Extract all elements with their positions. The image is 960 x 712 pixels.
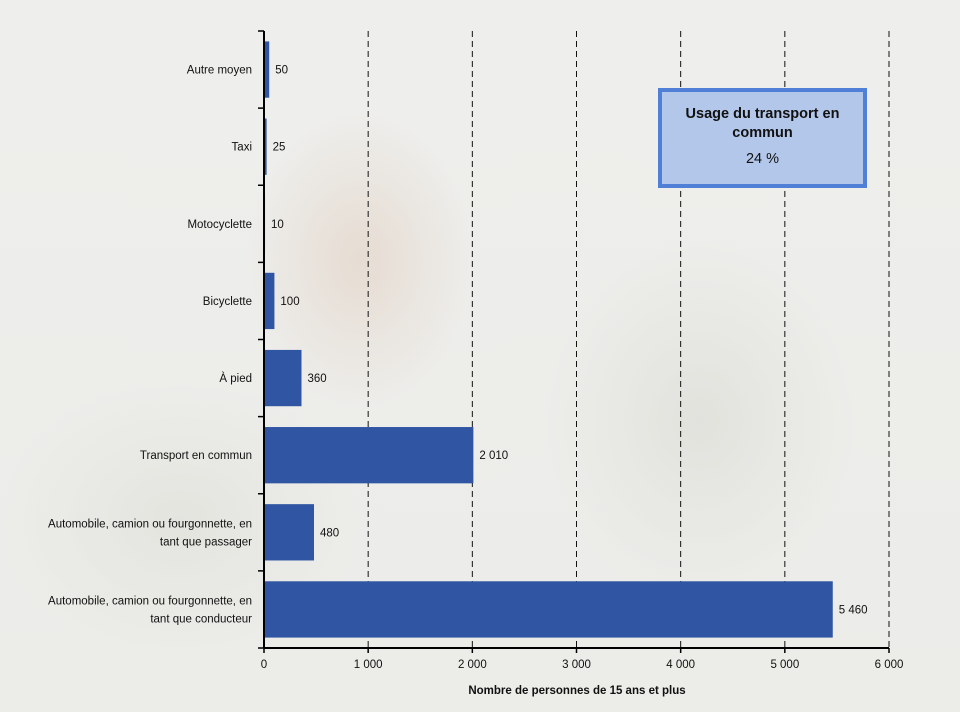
- x-tick-label-3000: 3 000: [562, 659, 591, 671]
- x-tick-label-0: 0: [261, 659, 267, 671]
- category-label-4: À pied: [219, 372, 252, 385]
- value-label-4: 360: [308, 373, 327, 385]
- transit-usage-callout: Usage du transport en commun 24 %: [658, 88, 867, 188]
- category-label-0: Autre moyen: [187, 65, 252, 77]
- value-label-2: 10: [271, 219, 284, 231]
- value-label-0: 50: [275, 65, 288, 77]
- category-label-1: Taxi: [232, 142, 252, 154]
- category-label-5: Transport en commun: [140, 450, 252, 462]
- value-label-1: 25: [273, 142, 286, 154]
- x-tick-label-1000: 1 000: [354, 659, 383, 671]
- value-label-7: 5 460: [839, 604, 868, 616]
- category-label-3: Bicyclette: [203, 296, 252, 308]
- category-label-6: Automobile, camion ou fourgonnette, en ta…: [48, 518, 252, 548]
- x-tick-label-5000: 5 000: [770, 659, 799, 671]
- labels: 50 Autre moyen 25 Taxi 10 Motocyclette 100 Bicy…: [48, 65, 903, 671]
- bar-6: [264, 504, 314, 561]
- x-tick-label-6000: 6 000: [875, 659, 904, 671]
- callout-title: Usage du transport en commun: [685, 106, 840, 141]
- bar-5: [264, 427, 474, 484]
- value-label-5: 2 010: [479, 450, 508, 462]
- bar-4: [264, 349, 302, 407]
- category-label-2: Motocyclette: [187, 219, 252, 231]
- bar-1: [264, 118, 267, 175]
- value-label-3: 100: [280, 296, 299, 308]
- bars: [264, 41, 833, 638]
- x-tick-label-2000: 2 000: [458, 659, 487, 671]
- x-axis-title: Nombre de personnes de 15 ans et plus: [468, 685, 685, 697]
- bar-3: [264, 272, 275, 330]
- bar-0: [264, 41, 270, 98]
- bar-7: [264, 581, 833, 638]
- value-label-6: 480: [320, 527, 339, 539]
- callout-value: 24 %: [745, 151, 780, 167]
- x-tick-label-4000: 4 000: [666, 659, 695, 671]
- category-label-7: Automobile, camion ou fourgonnette, en ta…: [48, 595, 252, 625]
- axes: [258, 30, 890, 653]
